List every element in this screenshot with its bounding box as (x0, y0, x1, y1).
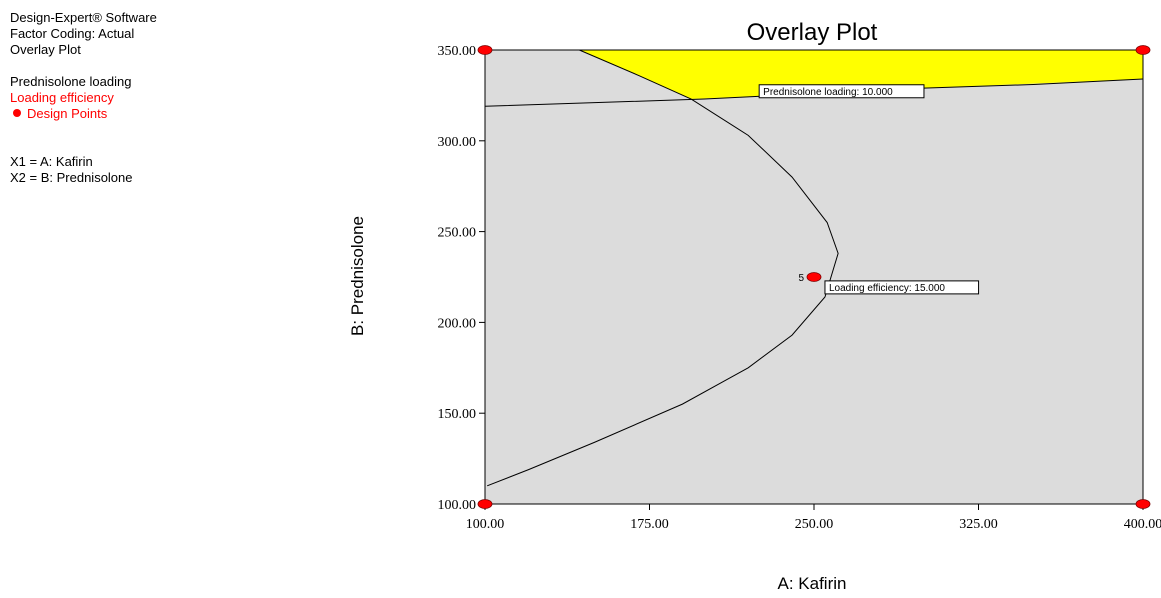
contour-label-2: Loading efficiency: 15.000 (829, 283, 945, 294)
y-tick-label: 150.00 (438, 407, 477, 422)
response-prednisolone-loading: Prednisolone loading (10, 74, 132, 89)
x-tick-label: 100.00 (466, 517, 505, 532)
plot-info-panel: Design-Expert® Software Factor Coding: A… (10, 10, 157, 186)
response-loading-efficiency: Loading efficiency (10, 90, 114, 105)
factor-x2: X2 = B: Prednisolone (10, 170, 133, 185)
chart-title: Overlay Plot (747, 19, 878, 46)
y-tick-label: 250.00 (438, 226, 477, 241)
design-points-legend: Design Points (10, 106, 157, 122)
design-point (806, 272, 822, 282)
x-tick-label: 325.00 (959, 517, 998, 532)
y-tick-label: 200.00 (438, 316, 477, 331)
design-point-icon (13, 109, 21, 117)
design-point (477, 45, 493, 55)
y-axis-label: B: Prednisolone (348, 216, 367, 336)
design-point-count: 5 (798, 273, 804, 284)
contour-label-box-1 (758, 84, 925, 99)
contour-label-1: Prednisolone loading: 10.000 (763, 87, 893, 98)
y-tick-label: 300.00 (438, 135, 477, 150)
x-tick-label: 400.00 (1124, 517, 1161, 532)
plot-type: Overlay Plot (10, 42, 81, 57)
y-tick-label: 100.00 (438, 498, 477, 513)
factor-coding: Factor Coding: Actual (10, 26, 135, 41)
factor-x1: X1 = A: Kafirin (10, 154, 93, 169)
x-axis-label: A: Kafirin (778, 574, 847, 593)
software-name: Design-Expert® Software (10, 10, 157, 25)
x-tick-label: 175.00 (630, 517, 669, 532)
x-tick-label: 250.00 (795, 517, 834, 532)
contour-line-2 (487, 49, 839, 487)
design-point (477, 499, 493, 509)
feasible-region (579, 50, 1143, 100)
contour-label-box-2 (824, 280, 980, 295)
design-point (1135, 499, 1151, 509)
y-tick-label: 350.00 (438, 44, 477, 59)
design-point (1135, 45, 1151, 55)
design-points-label: Design Points (27, 106, 108, 121)
